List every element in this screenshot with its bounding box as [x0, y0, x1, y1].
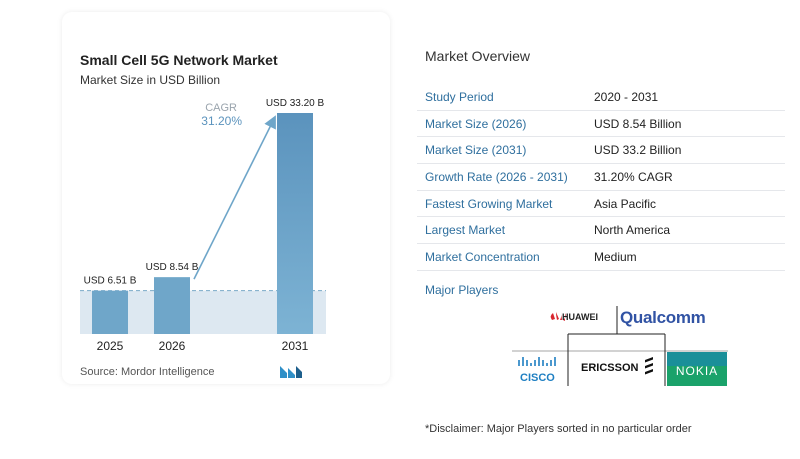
qualcomm-logo: Qualcomm: [620, 308, 706, 327]
overview-value: Medium: [594, 249, 637, 264]
overview-label: Market Concentration: [425, 249, 540, 264]
overview-label: Study Period: [425, 89, 494, 104]
cisco-logo: CISCO: [518, 357, 556, 384]
ericsson-logo-text: ERICSSON: [581, 362, 639, 374]
overview-value: 2020 - 2031: [594, 89, 659, 104]
source-note: Source: Mordor Intelligence: [80, 366, 215, 378]
huawei-logo: HUAWEI: [550, 312, 598, 322]
overview-row: Market Concentration Medium: [417, 244, 785, 271]
ericsson-logo: ERICSSON: [581, 357, 653, 375]
cisco-logo-text: CISCO: [520, 372, 555, 384]
bar-2026: [154, 277, 190, 334]
x-tick-2026: 2026: [159, 339, 186, 353]
overview-value: 31.20% CAGR: [594, 169, 673, 184]
disclaimer: *Disclaimer: Major Players sorted in no …: [425, 423, 692, 435]
overview-title: Market Overview: [425, 48, 531, 64]
x-tick-2025: 2025: [97, 339, 124, 353]
data-label-2026: USD 8.54 B: [146, 262, 199, 273]
overview-label: Growth Rate (2026 - 2031): [425, 169, 568, 184]
cagr-label: CAGR: [205, 102, 237, 114]
chart-title: Small Cell 5G Network Market: [80, 52, 278, 68]
data-label-2025: USD 6.51 B: [84, 276, 137, 287]
huawei-logo-text: HUAWEI: [562, 312, 598, 322]
overview-value: USD 33.2 Billion: [594, 143, 682, 158]
overview-value: USD 8.54 Billion: [594, 116, 682, 131]
overview-row: Study Period 2020 - 2031: [417, 84, 785, 111]
data-label-2031: USD 33.20 B: [266, 98, 325, 109]
overview-label: Largest Market: [425, 223, 506, 238]
bar-2031: [277, 113, 313, 334]
overview-label: Market Size (2031): [425, 143, 527, 158]
bar-2025: [92, 290, 128, 334]
nokia-logo: NOKIA: [667, 352, 727, 386]
bar-chart: USD 6.51 B 2025 USD 8.54 B 2026 USD 33.20 B 2…: [80, 98, 326, 353]
overview-row: Largest Market North America: [417, 217, 785, 245]
overview-value: North America: [594, 223, 671, 238]
x-tick-2031: 2031: [282, 339, 309, 353]
mordor-intelligence-logo: [280, 366, 302, 378]
cagr-value: 31.20%: [201, 114, 242, 128]
overview-row: Growth Rate (2026 - 2031) 31.20% CAGR: [417, 164, 785, 191]
nokia-logo-text: NOKIA: [676, 364, 718, 378]
overview-table: Study Period 2020 - 2031 Market Size (202…: [417, 84, 785, 271]
overview-label: Fastest Growing Market: [425, 196, 553, 211]
overview-label: Market Size (2026): [425, 116, 527, 131]
major-players-title: Major Players: [425, 283, 499, 297]
overview-value: Asia Pacific: [594, 196, 657, 211]
chart-subtitle: Market Size in USD Billion: [80, 73, 221, 87]
overview-row: Market Size (2026) USD 8.54 Billion: [417, 111, 785, 138]
chart-card: Small Cell 5G Network Market Market Size…: [62, 12, 390, 384]
cagr-arrow: [193, 115, 276, 280]
overview-row: Market Size (2031) USD 33.2 Billion: [417, 137, 785, 165]
overview-row: Fastest Growing Market Asia Pacific: [417, 191, 785, 218]
